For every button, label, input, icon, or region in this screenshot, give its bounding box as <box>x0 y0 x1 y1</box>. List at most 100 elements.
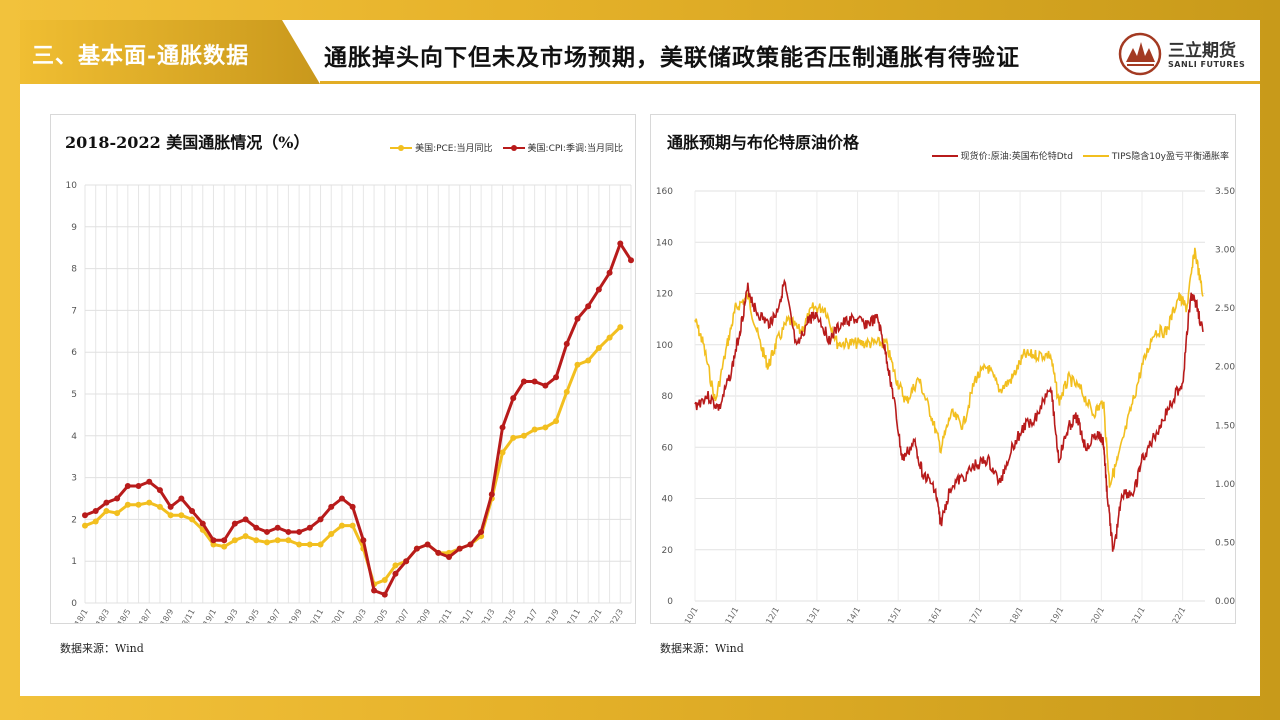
x-tick-label: 2018/7 <box>132 608 154 624</box>
x-tick-label: 2012/1 <box>759 606 781 624</box>
data-point <box>371 587 378 594</box>
brent-price-line <box>694 278 1204 552</box>
y-left-tick-label: 80 <box>662 392 674 402</box>
x-tick-label: 2022/1 <box>582 608 604 624</box>
data-point <box>563 388 570 395</box>
x-tick-label: 2019/1 <box>196 608 218 624</box>
y-tick-label: 2 <box>71 515 77 525</box>
data-point <box>167 503 174 510</box>
data-point <box>392 570 399 577</box>
page-title: 通胀掉头向下但未及市场预期，美联储政策能否压制通胀有待验证 <box>324 44 1020 71</box>
data-point <box>499 449 506 456</box>
data-point <box>606 269 613 276</box>
y-tick-label: 3 <box>71 474 77 484</box>
data-point <box>146 499 153 506</box>
x-tick-label: 2022/3 <box>603 608 625 624</box>
y-right-tick-label: 2.50 <box>1215 304 1235 314</box>
x-tick-label: 2018/3 <box>89 608 111 624</box>
data-point <box>114 495 121 502</box>
data-point <box>274 524 281 531</box>
y-right-tick-label: 2.00 <box>1215 363 1235 373</box>
data-point <box>349 522 356 529</box>
y-left-tick-label: 40 <box>662 495 674 505</box>
x-tick-label: 2021/5 <box>496 608 518 624</box>
x-tick-label: 2018/9 <box>154 608 176 624</box>
data-point <box>253 537 260 544</box>
data-point <box>553 374 560 381</box>
x-tick-label: 2021/9 <box>539 608 561 624</box>
data-point <box>520 378 527 385</box>
legend-label-tips: TIPS隐含10y盈亏平衡通胀率 <box>1111 152 1229 162</box>
y-left-tick-label: 20 <box>662 546 674 556</box>
x-tick-label: 2019/3 <box>218 608 240 624</box>
data-point <box>167 512 174 519</box>
x-tick-label: 2017/1 <box>962 606 984 624</box>
data-point <box>617 324 624 331</box>
data-point <box>178 512 185 519</box>
y-tick-label: 9 <box>71 223 77 233</box>
data-point <box>488 491 495 498</box>
x-tick-label: 2011/1 <box>718 606 740 624</box>
data-point <box>392 562 399 569</box>
data-point <box>146 478 153 485</box>
y-tick-label: 0 <box>71 599 77 609</box>
data-point <box>124 482 131 489</box>
logo-emblem-icon <box>1118 32 1162 76</box>
legend-swatch-tips <box>1082 154 1109 157</box>
x-tick-label: 2021/11 <box>558 608 582 624</box>
data-point <box>606 334 613 341</box>
data-point <box>285 537 292 544</box>
data-point <box>531 378 538 385</box>
y-right-tick-label: 0.00 <box>1215 597 1235 607</box>
data-point <box>317 541 324 548</box>
title-underline <box>320 81 1260 84</box>
data-point <box>253 524 260 531</box>
data-point <box>628 257 634 264</box>
data-point <box>585 357 592 364</box>
data-point <box>574 361 581 368</box>
data-point <box>242 516 249 523</box>
company-logo: 三立期货 SANLI FUTURES <box>1118 32 1260 80</box>
oil-chart-legend: 现货价:原油:英国布伦特Dtd TIPS隐含10y盈亏平衡通胀率 <box>922 149 1229 162</box>
data-point <box>264 528 270 535</box>
data-point <box>328 531 335 538</box>
inflation-chart-panel: 2018-2022 美国通胀情况（%） 美国:PCE:当月同比 美国:CPI:季… <box>50 114 636 624</box>
data-point <box>264 539 270 546</box>
data-point <box>124 501 131 508</box>
data-point <box>349 503 356 510</box>
data-point <box>82 522 88 529</box>
data-point <box>306 541 313 548</box>
data-point <box>199 520 206 527</box>
legend-item-tips: TIPS隐含10y盈亏平衡通胀率 <box>1082 149 1229 162</box>
data-point <box>285 528 292 535</box>
x-tick-label: 2014/1 <box>840 606 862 624</box>
legend-swatch-cpi <box>502 144 525 151</box>
data-point <box>92 508 99 515</box>
data-point <box>595 286 602 293</box>
data-point <box>306 524 313 531</box>
y-tick-label: 4 <box>71 432 77 442</box>
data-point <box>221 543 228 550</box>
x-tick-label: 2020/3 <box>346 608 368 624</box>
legend-swatch-pce <box>390 144 413 151</box>
y-tick-label: 8 <box>71 265 77 275</box>
inflation-chart-source: 数据来源：Wind <box>60 642 144 655</box>
x-tick-label: 2020/1 <box>1084 606 1106 624</box>
y-right-tick-label: 1.00 <box>1215 480 1235 490</box>
data-point <box>242 533 249 540</box>
y-tick-label: 1 <box>71 557 77 567</box>
legend-label-cpi: 美国:CPI:季调:当月同比 <box>527 144 623 154</box>
data-point <box>82 512 88 519</box>
data-point <box>221 537 228 544</box>
data-point <box>317 516 324 523</box>
section-title: 三、基本面-通胀数据 <box>32 43 250 69</box>
data-point <box>156 487 163 494</box>
legend-item-pce: 美国:PCE:当月同比 <box>390 141 493 154</box>
data-point <box>467 541 474 548</box>
x-tick-label: 2018/5 <box>111 608 133 624</box>
y-tick-label: 10 <box>66 181 78 191</box>
data-point <box>424 541 431 548</box>
data-point <box>403 558 410 565</box>
x-tick-label: 2021/1 <box>453 608 475 624</box>
